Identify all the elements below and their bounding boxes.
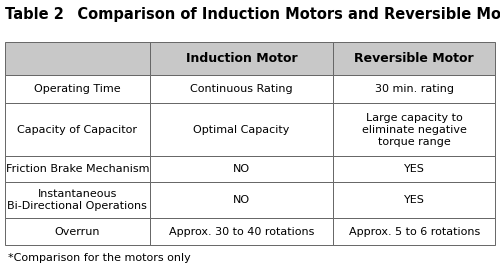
Text: NO: NO [233,164,250,174]
Text: Approx. 5 to 6 rotations: Approx. 5 to 6 rotations [348,227,480,237]
Text: *Comparison for the motors only: *Comparison for the motors only [8,253,190,263]
Text: Optimal Capacity: Optimal Capacity [193,125,290,135]
Text: NO: NO [233,195,250,205]
Text: Reversible Motor: Reversible Motor [354,52,474,65]
Text: Induction Motor: Induction Motor [186,52,297,65]
Text: Large capacity to
eliminate negative
torque range: Large capacity to eliminate negative tor… [362,113,467,147]
Text: Friction Brake Mechanism: Friction Brake Mechanism [6,164,149,174]
Text: 30 min. rating: 30 min. rating [374,84,454,94]
Text: Approx. 30 to 40 rotations: Approx. 30 to 40 rotations [168,227,314,237]
Text: Capacity of Capacitor: Capacity of Capacitor [18,125,138,135]
Text: Continuous Rating: Continuous Rating [190,84,292,94]
Text: Comparison of Induction Motors and Reversible Motors: Comparison of Induction Motors and Rever… [62,7,500,22]
Text: Operating Time: Operating Time [34,84,120,94]
Text: Instantaneous
Bi-Directional Operations: Instantaneous Bi-Directional Operations [8,189,147,211]
Text: YES: YES [404,195,424,205]
Text: YES: YES [404,164,424,174]
Text: Table 2: Table 2 [5,7,64,22]
Text: Overrun: Overrun [54,227,100,237]
